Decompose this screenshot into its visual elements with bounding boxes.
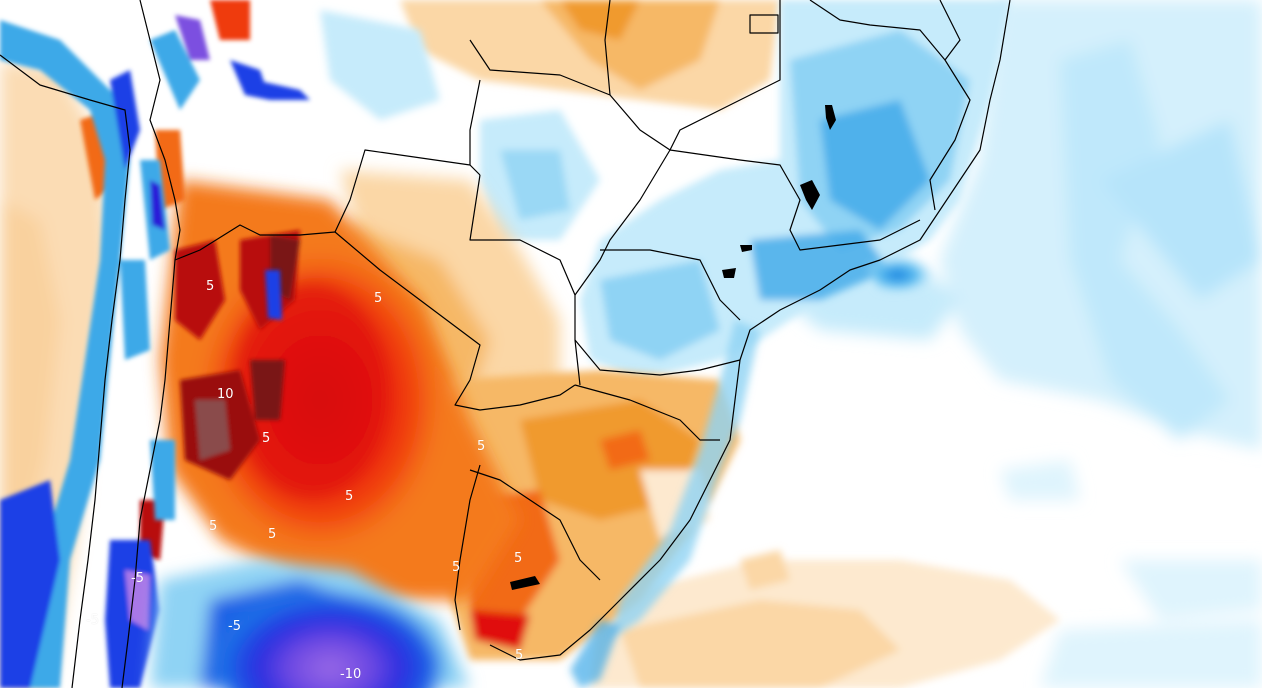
contour-label: -5 <box>86 613 99 628</box>
contour-label: -5 <box>131 571 144 586</box>
df-outline <box>749 14 779 34</box>
contour-label: 5 <box>374 291 383 306</box>
contour-label: 5 <box>477 439 486 454</box>
paraguay-argentina-border <box>334 231 576 411</box>
bolivia-argentina-border <box>174 224 336 261</box>
contour-label: 5 <box>514 551 523 566</box>
bolivia-paraguay-border <box>334 149 481 233</box>
contour-label: 5 <box>515 648 524 663</box>
contour-label: 5 <box>452 560 461 575</box>
argentina-uruguay <box>454 464 481 631</box>
rs-uruguay <box>469 469 601 581</box>
chile-argentina-border <box>121 0 181 688</box>
lake-ms-1 <box>825 105 836 130</box>
espirito-santo-border <box>929 0 971 211</box>
southern-cold-core <box>150 560 470 688</box>
lake-sp-2 <box>740 245 752 252</box>
lake-rs-1 <box>510 576 540 590</box>
sc-rs <box>574 384 720 441</box>
contour-label: -10 <box>340 667 362 682</box>
lakes <box>510 105 836 590</box>
central-brazil-warm-area <box>400 0 780 110</box>
lake-sp-3 <box>722 268 736 278</box>
contour-label: 5 <box>345 489 354 504</box>
atlantic-warm-area <box>590 550 1060 688</box>
contour-label: -5 <box>228 619 241 634</box>
chile-coast <box>0 54 131 688</box>
parana-sc <box>574 339 741 376</box>
brazil-west-states <box>469 79 481 165</box>
lake-sp-1 <box>800 180 820 210</box>
bahia-minas <box>809 0 946 61</box>
brazil-atlantic-coast <box>489 0 1011 661</box>
goias-minas <box>604 0 781 151</box>
contour-label: 10 <box>217 387 234 402</box>
political-borders <box>0 0 1011 688</box>
minas-saopaulo <box>574 149 671 296</box>
contour-label: 5 <box>262 431 271 446</box>
mato-grosso-goias <box>469 39 671 151</box>
parana-sp <box>600 249 741 321</box>
contour-label: 5 <box>206 279 215 294</box>
coastal-cold-band <box>570 320 760 688</box>
andes-cold-streaks <box>0 15 310 688</box>
contour-label: 5 <box>209 519 218 534</box>
southeast-brazil-cold-area <box>320 0 1010 380</box>
contour-label: 5 <box>268 527 277 542</box>
sp-minas <box>669 149 921 251</box>
